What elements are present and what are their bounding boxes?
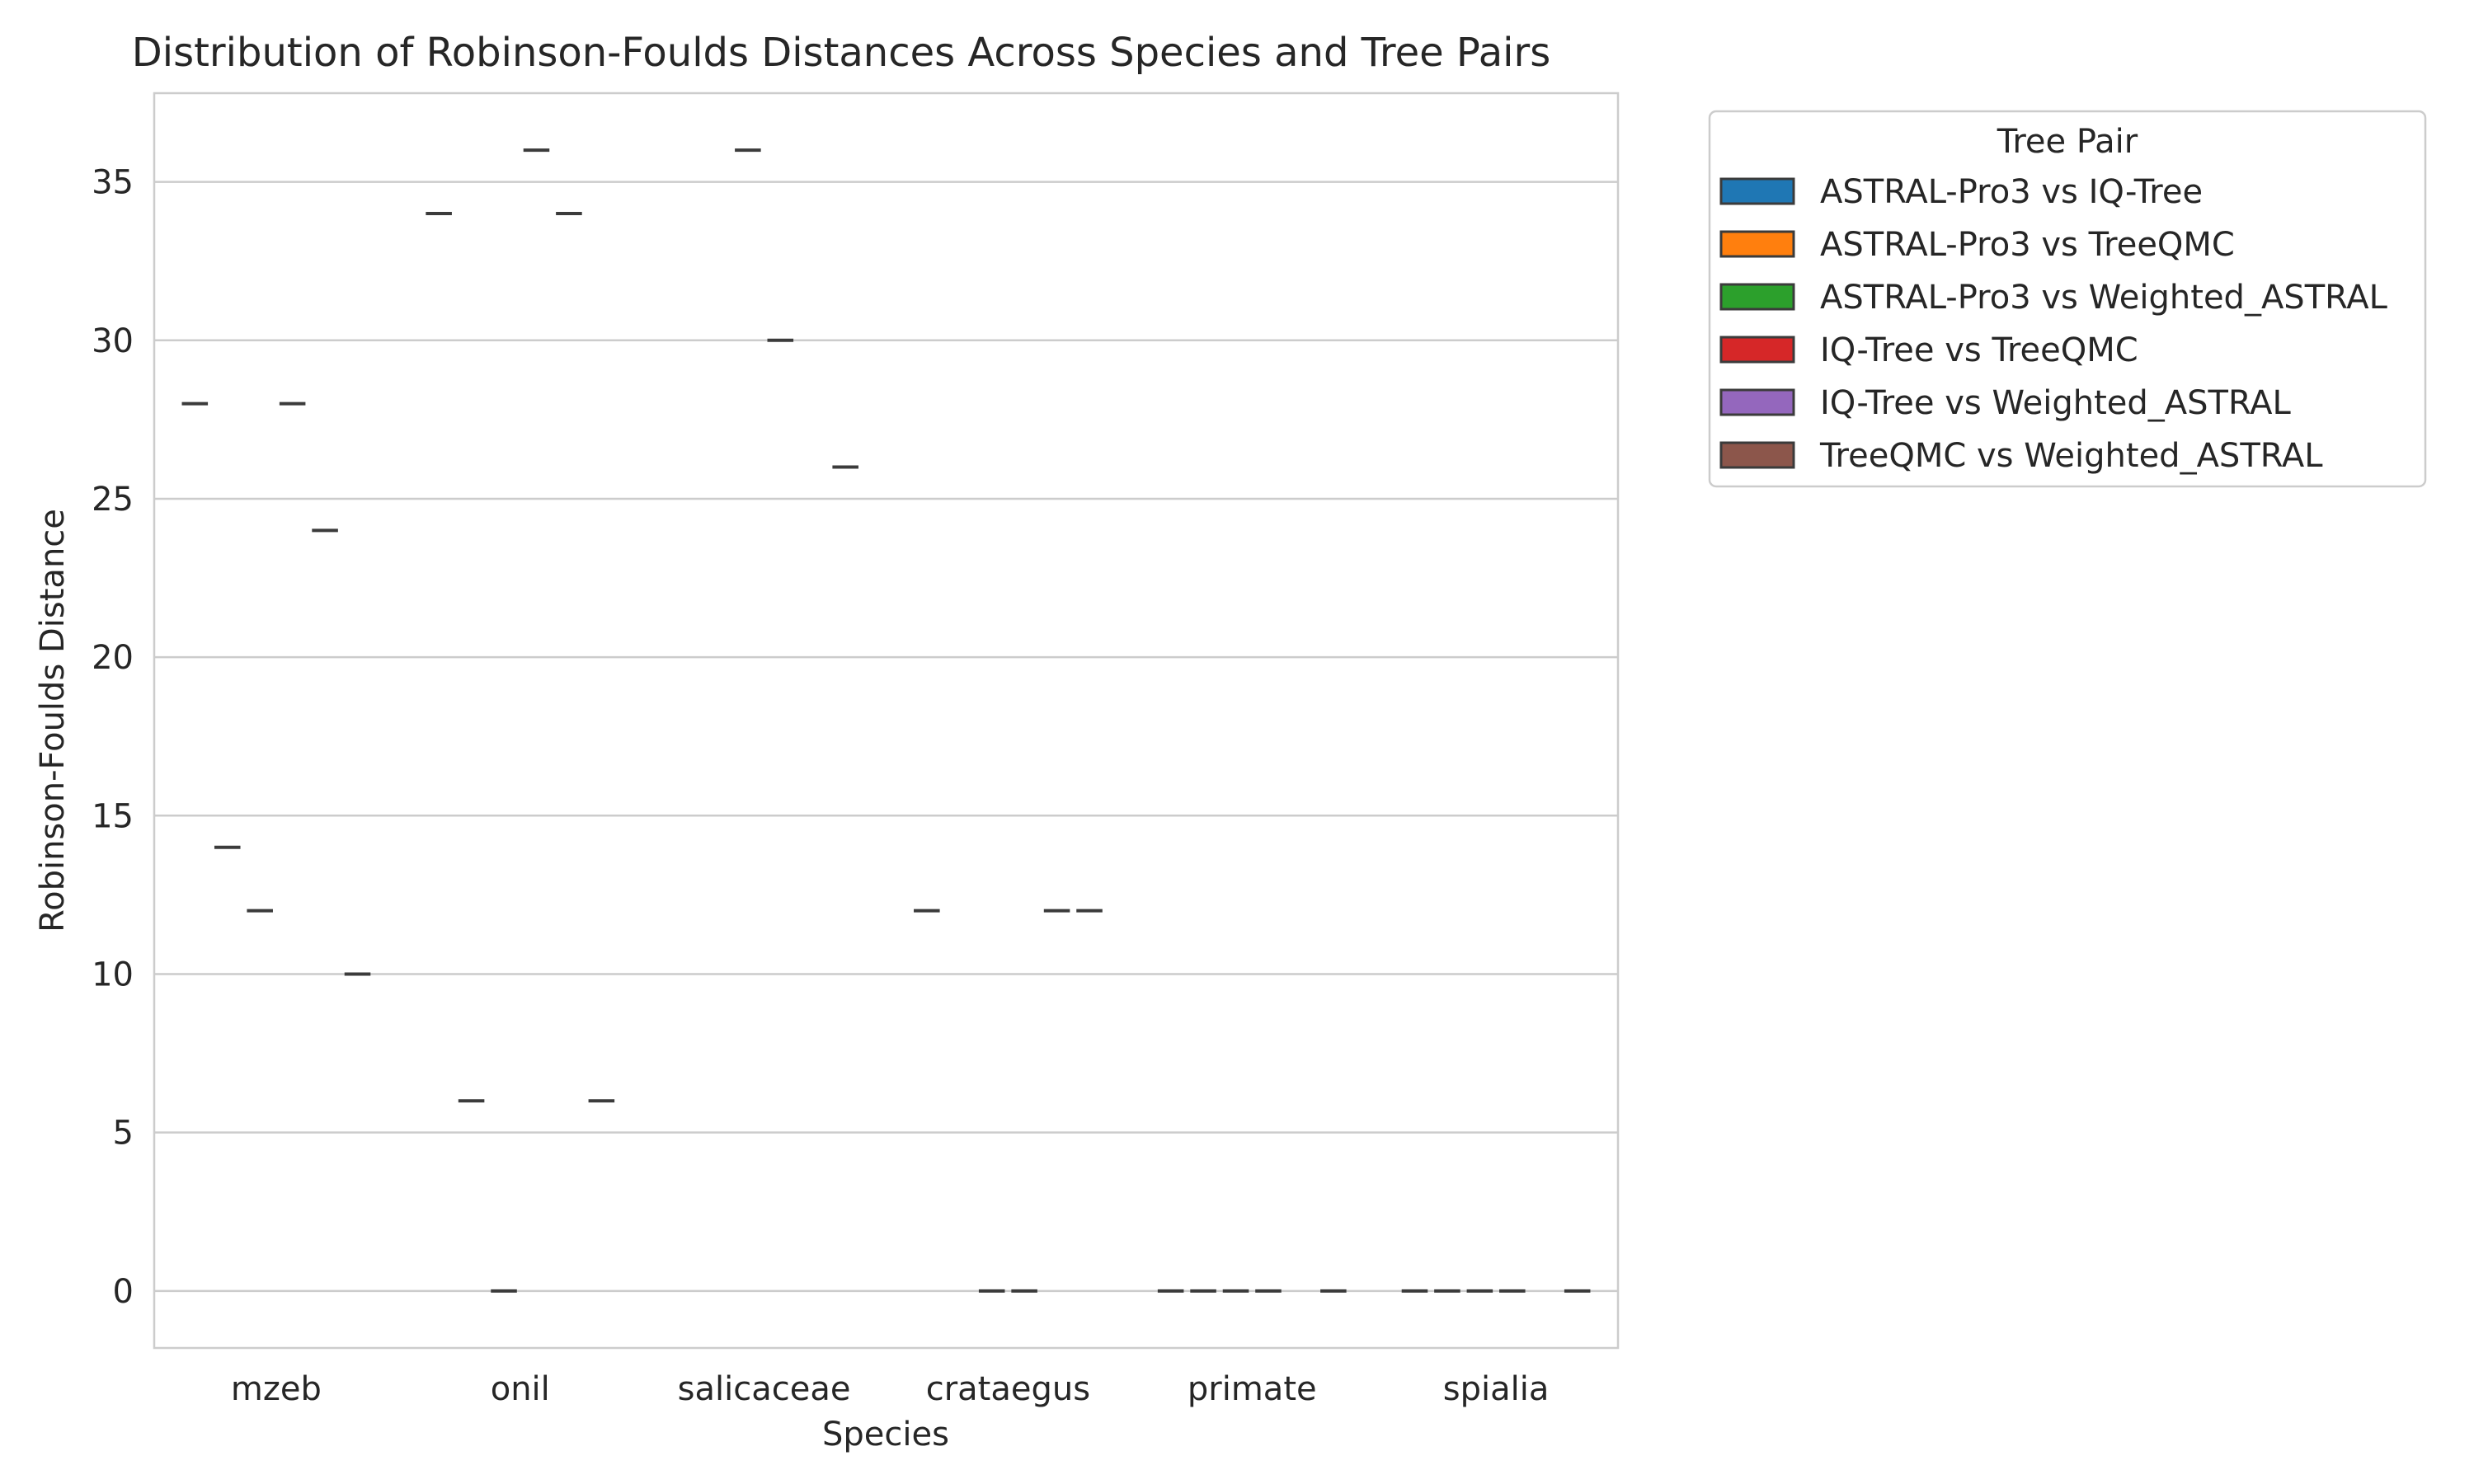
box-marks <box>181 148 1591 1293</box>
legend-label: IQ-Tree vs TreeQMC <box>1820 331 2138 369</box>
y-tick-label: 15 <box>92 797 134 835</box>
x-axis-label: Species <box>822 1416 949 1453</box>
legend-title: Tree Pair <box>1997 123 2138 161</box>
x-tick-label: salicaceae <box>678 1370 851 1408</box>
legend: Tree Pair ASTRAL-Pro3 vs IQ-TreeASTRAL-P… <box>1708 110 2427 488</box>
legend-swatch <box>1719 388 1795 416</box>
legend-swatch <box>1719 283 1795 311</box>
x-tick-label: onil <box>491 1370 550 1408</box>
y-tick-label: 5 <box>113 1115 134 1153</box>
legend-label: ASTRAL-Pro3 vs TreeQMC <box>1820 226 2235 264</box>
y-tick-label: 20 <box>92 639 134 677</box>
legend-swatch <box>1719 336 1795 364</box>
gridlines <box>154 181 1618 1293</box>
plot-frame <box>153 92 1620 1350</box>
x-tick-label: mzeb <box>231 1370 322 1408</box>
x-tick-label: primate <box>1188 1370 1317 1408</box>
legend-label: TreeQMC vs Weighted_ASTRAL <box>1819 437 2323 475</box>
x-axis-ticks: mzeb onil salicaceae crataegus primate spiali… <box>231 1370 1549 1408</box>
x-tick-label: crataegus <box>926 1370 1090 1408</box>
y-tick-label: 35 <box>92 164 134 202</box>
legend-items: ASTRAL-Pro3 vs IQ-Tree ASTRAL-Pro3 vs Tre… <box>1719 173 2388 475</box>
y-tick-label: 25 <box>92 481 134 519</box>
legend-swatch <box>1719 441 1795 469</box>
x-tick-label: spialia <box>1443 1370 1550 1408</box>
chart-title: Distribution of Robinson-Foulds Distance… <box>132 30 1550 76</box>
y-tick-label: 30 <box>92 322 134 360</box>
legend-label: ASTRAL-Pro3 vs IQ-Tree <box>1820 173 2203 211</box>
y-axis-label: Robinson-Foulds Distance <box>34 509 72 932</box>
y-tick-label: 0 <box>113 1273 134 1311</box>
y-tick-label: 10 <box>92 956 134 993</box>
y-axis-ticks: 0 5 10 15 20 25 30 35 <box>92 164 134 1311</box>
legend-frame <box>1708 110 2427 488</box>
legend-swatch <box>1719 177 1795 205</box>
legend-swatch <box>1719 230 1795 258</box>
legend-label: ASTRAL-Pro3 vs Weighted_ASTRAL <box>1820 279 2388 317</box>
legend-label: IQ-Tree vs Weighted_ASTRAL <box>1820 384 2292 422</box>
